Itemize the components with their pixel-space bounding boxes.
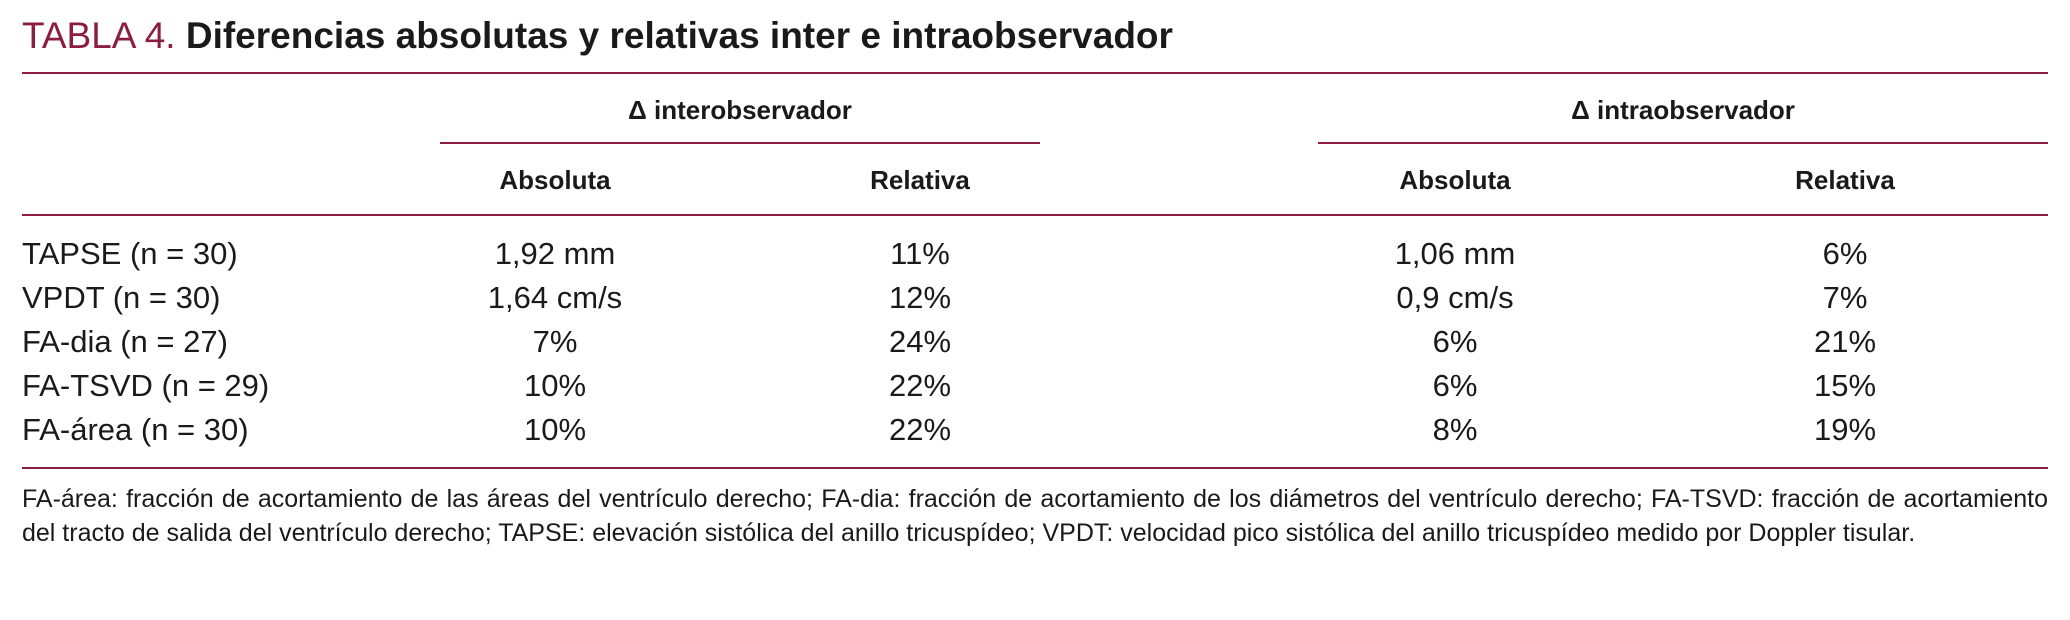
table-row: TAPSE (n = 30) 1,92 mm 11% 1,06 mm 6% (0, 232, 2070, 276)
cell-intra-absoluta: 6% (1432, 368, 1478, 403)
column-header-intra-relativa: Relativa (1795, 165, 1895, 195)
cell-inter-relativa: 11% (890, 236, 950, 271)
cell-inter-relativa: 22% (888, 412, 952, 447)
column-header-intra-absoluta: Absoluta (1399, 165, 1511, 195)
table-row: FA-área (n = 30) 10% 22% 8% 19% (0, 408, 2070, 452)
cell-intra-absoluta: 6% (1432, 324, 1478, 359)
cell-inter-relativa: 24% (888, 324, 952, 359)
cell-intra-absoluta: 1,06 mm (1394, 236, 1516, 271)
table-row: VPDT (n = 30) 1,64 cm/s 12% 0,9 cm/s 7% (0, 276, 2070, 320)
table-label: TABLA 4. (22, 15, 176, 56)
header-rule (22, 214, 2048, 216)
group-rule-interobservador (440, 142, 1040, 144)
table-footnote: FA-área: fracción de acortamiento de las… (22, 485, 2048, 547)
row-label: FA-TSVD (n = 29) (22, 368, 270, 403)
cell-intra-relativa: 7% (1822, 280, 1868, 315)
row-label: FA-dia (n = 27) (22, 324, 228, 359)
cell-intra-relativa: 6% (1822, 236, 1868, 271)
cell-intra-relativa: 21% (1813, 324, 1877, 359)
group-header-interobservador: Δ interobservador (628, 95, 852, 125)
group-header-intraobservador: Δ intraobservador (1571, 95, 1795, 125)
cell-inter-absoluta: 10% (523, 368, 587, 403)
cell-inter-relativa: 12% (888, 280, 952, 315)
top-rule (22, 72, 2048, 74)
row-label: TAPSE (n = 30) (22, 236, 238, 271)
cell-inter-absoluta: 1,64 cm/s (487, 280, 623, 315)
cell-inter-absoluta: 1,92 mm (494, 236, 616, 271)
column-header-inter-relativa: Relativa (870, 165, 970, 195)
row-label: FA-área (n = 30) (22, 412, 249, 447)
cell-intra-relativa: 15% (1813, 368, 1877, 403)
table-row: FA-TSVD (n = 29) 10% 22% 6% 15% (0, 364, 2070, 408)
cell-intra-absoluta: 8% (1432, 412, 1478, 447)
cell-intra-relativa: 19% (1813, 412, 1877, 447)
column-header-inter-absoluta: Absoluta (499, 165, 611, 195)
bottom-rule (22, 467, 2048, 469)
table-caption: Diferencias absolutas y relativas inter … (185, 15, 1173, 56)
cell-inter-absoluta: 7% (532, 324, 578, 359)
cell-inter-relativa: 22% (888, 368, 952, 403)
cell-inter-absoluta: 10% (523, 412, 587, 447)
row-label: VPDT (n = 30) (22, 280, 221, 315)
group-rule-intraobservador (1318, 142, 2048, 144)
table-title: TABLA 4. Diferencias absolutas y relativ… (22, 10, 1173, 62)
table-row: FA-dia (n = 27) 7% 24% 6% 21% (0, 320, 2070, 364)
cell-intra-absoluta: 0,9 cm/s (1396, 280, 1514, 315)
